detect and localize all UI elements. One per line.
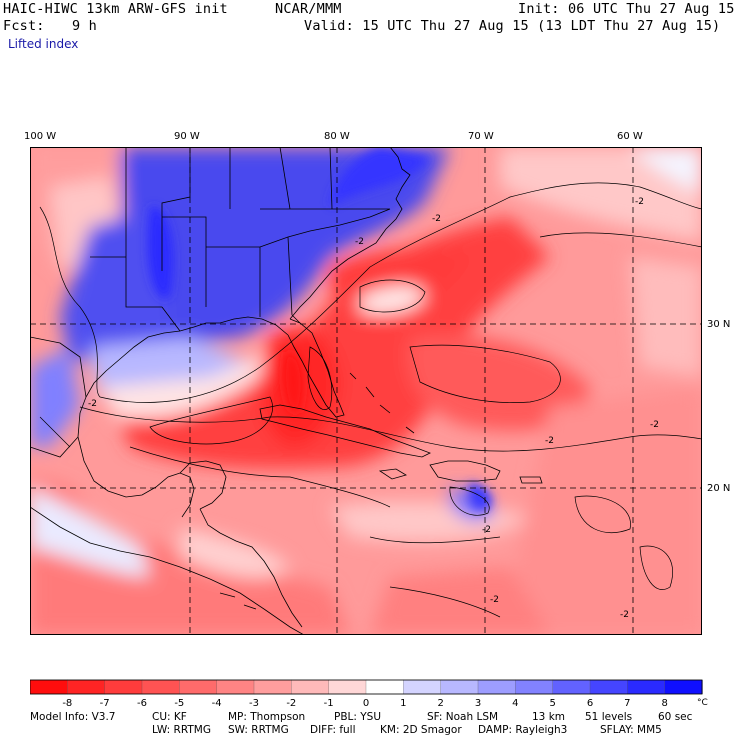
footer-sflay: SFLAY: MM5 [600, 724, 662, 736]
colorbar-swatch [30, 679, 68, 695]
footer-timestep: 60 sec [658, 711, 693, 723]
colorbar-swatch [253, 679, 292, 695]
colorbar-tick-label: 4 [512, 698, 518, 709]
contour-label: -2 [490, 595, 499, 605]
colorbar-tick-label: -5 [174, 698, 184, 709]
colorbar-swatch [179, 679, 218, 695]
colorbar-tick-label: -4 [212, 698, 222, 709]
contour-label: -2 [545, 436, 554, 446]
colorbar-swatch [589, 679, 628, 695]
colorbar-tick-label: -8 [62, 698, 72, 709]
init-time: Init: 06 UTC Thu 27 Aug 15 [518, 1, 735, 17]
colorbar-tick-label: -1 [324, 698, 334, 709]
colorbar-tick-label: -7 [100, 698, 110, 709]
footer-sw: SW: RRTMG [228, 724, 289, 736]
lat-label-20n: 20 N [707, 483, 731, 494]
colorbar-swatch [328, 679, 367, 695]
contour-label: -2 [355, 237, 364, 247]
contour-label: -2 [482, 525, 491, 535]
footer-cu: CU: KF [152, 711, 187, 723]
colorbar-tick-label: 3 [475, 698, 481, 709]
lon-label-90w: 90 W [174, 131, 200, 142]
lat-label-30n: 30 N [707, 319, 731, 330]
contour-labels: -2 -2 -2 -2 -2 -2 -2 -2 -2 [88, 197, 659, 620]
colorbar-swatch [403, 679, 442, 695]
colorbar-swatch [67, 679, 106, 695]
lat-lon-grid [30, 147, 702, 635]
colorbar-tick-label: 1 [400, 698, 406, 709]
colorbar-tick-labels: -8 -7 -6 -5 -4 -3 -2 -1 0 1 2 3 4 5 6 7 8 [62, 698, 668, 709]
field-name: Lifted index [8, 37, 79, 51]
colorbar-tick-label: -6 [137, 698, 147, 709]
colorbar-tick-label: -2 [286, 698, 296, 709]
contour-lines [39, 182, 702, 618]
colorbar-swatch [440, 679, 479, 695]
colorbar-swatch [627, 679, 666, 695]
colorbar-swatch [104, 679, 143, 695]
footer-mp: MP: Thompson [228, 711, 306, 723]
contour-label: -2 [432, 214, 441, 224]
footer-sf: SF: Noah LSM [427, 711, 499, 723]
colorbar-frame [30, 679, 703, 695]
contour-label: -2 [88, 399, 97, 409]
contour-label: -2 [650, 420, 659, 430]
colorbar-swatch [216, 679, 255, 695]
colorbar-tick-label: 2 [437, 698, 443, 709]
map-frame [30, 147, 702, 635]
colorbar-swatch [291, 679, 330, 695]
colorbar-tick-label: 8 [661, 698, 667, 709]
footer-levels: 51 levels [585, 711, 633, 723]
colorbar-tick-label: 0 [363, 698, 369, 709]
model-title: HAIC-HIWC 13km ARW-GFS init [3, 1, 228, 17]
colorbar-swatch [365, 679, 404, 695]
footer-diff: DIFF: full [310, 724, 356, 736]
colorbar-tick-label: 6 [587, 698, 593, 709]
colorbar-swatches [30, 679, 703, 695]
footer-model-info: Model Info: V3.7 [30, 711, 116, 723]
political-boundaries [30, 147, 543, 635]
org-label: NCAR/MMM [275, 1, 342, 17]
lon-label-100w: 100 W [24, 131, 57, 142]
lon-label-80w: 80 W [324, 131, 350, 142]
footer-resolution: 13 km [532, 711, 566, 723]
colorbar-tick-label: 7 [624, 698, 630, 709]
forecast-hour: 9 h [72, 18, 97, 34]
colorbar-swatch [141, 679, 180, 695]
footer-km: KM: 2D Smagor [380, 724, 462, 736]
lon-label-70w: 70 W [468, 131, 494, 142]
contour-label: -2 [635, 197, 644, 207]
colorbar-swatch [664, 679, 703, 695]
colorbar-swatch [515, 679, 554, 695]
lon-label-60w: 60 W [617, 131, 643, 142]
colorbar-swatch [477, 679, 516, 695]
colorbar-tick-label: 5 [549, 698, 555, 709]
footer-lw: LW: RRTMG [152, 724, 211, 736]
footer-damp: DAMP: Rayleigh3 [478, 724, 568, 736]
contour-label: -2 [620, 610, 629, 620]
forecast-label: Fcst: [3, 18, 45, 34]
footer-pbl: PBL: YSU [334, 711, 382, 723]
colorbar-tick-label: -3 [249, 698, 259, 709]
valid-time: Valid: 15 UTC Thu 27 Aug 15 (13 LDT Thu … [304, 18, 721, 34]
colorbar-swatch [552, 679, 591, 695]
lifted-index-map: -2 -2 -2 -2 -2 -2 -2 -2 -2 [30, 147, 702, 635]
colorbar-unit: °C [697, 698, 708, 708]
colorbar: -8 -7 -6 -5 -4 -3 -2 -1 0 1 2 3 4 5 6 7 8 °C [30, 679, 708, 709]
